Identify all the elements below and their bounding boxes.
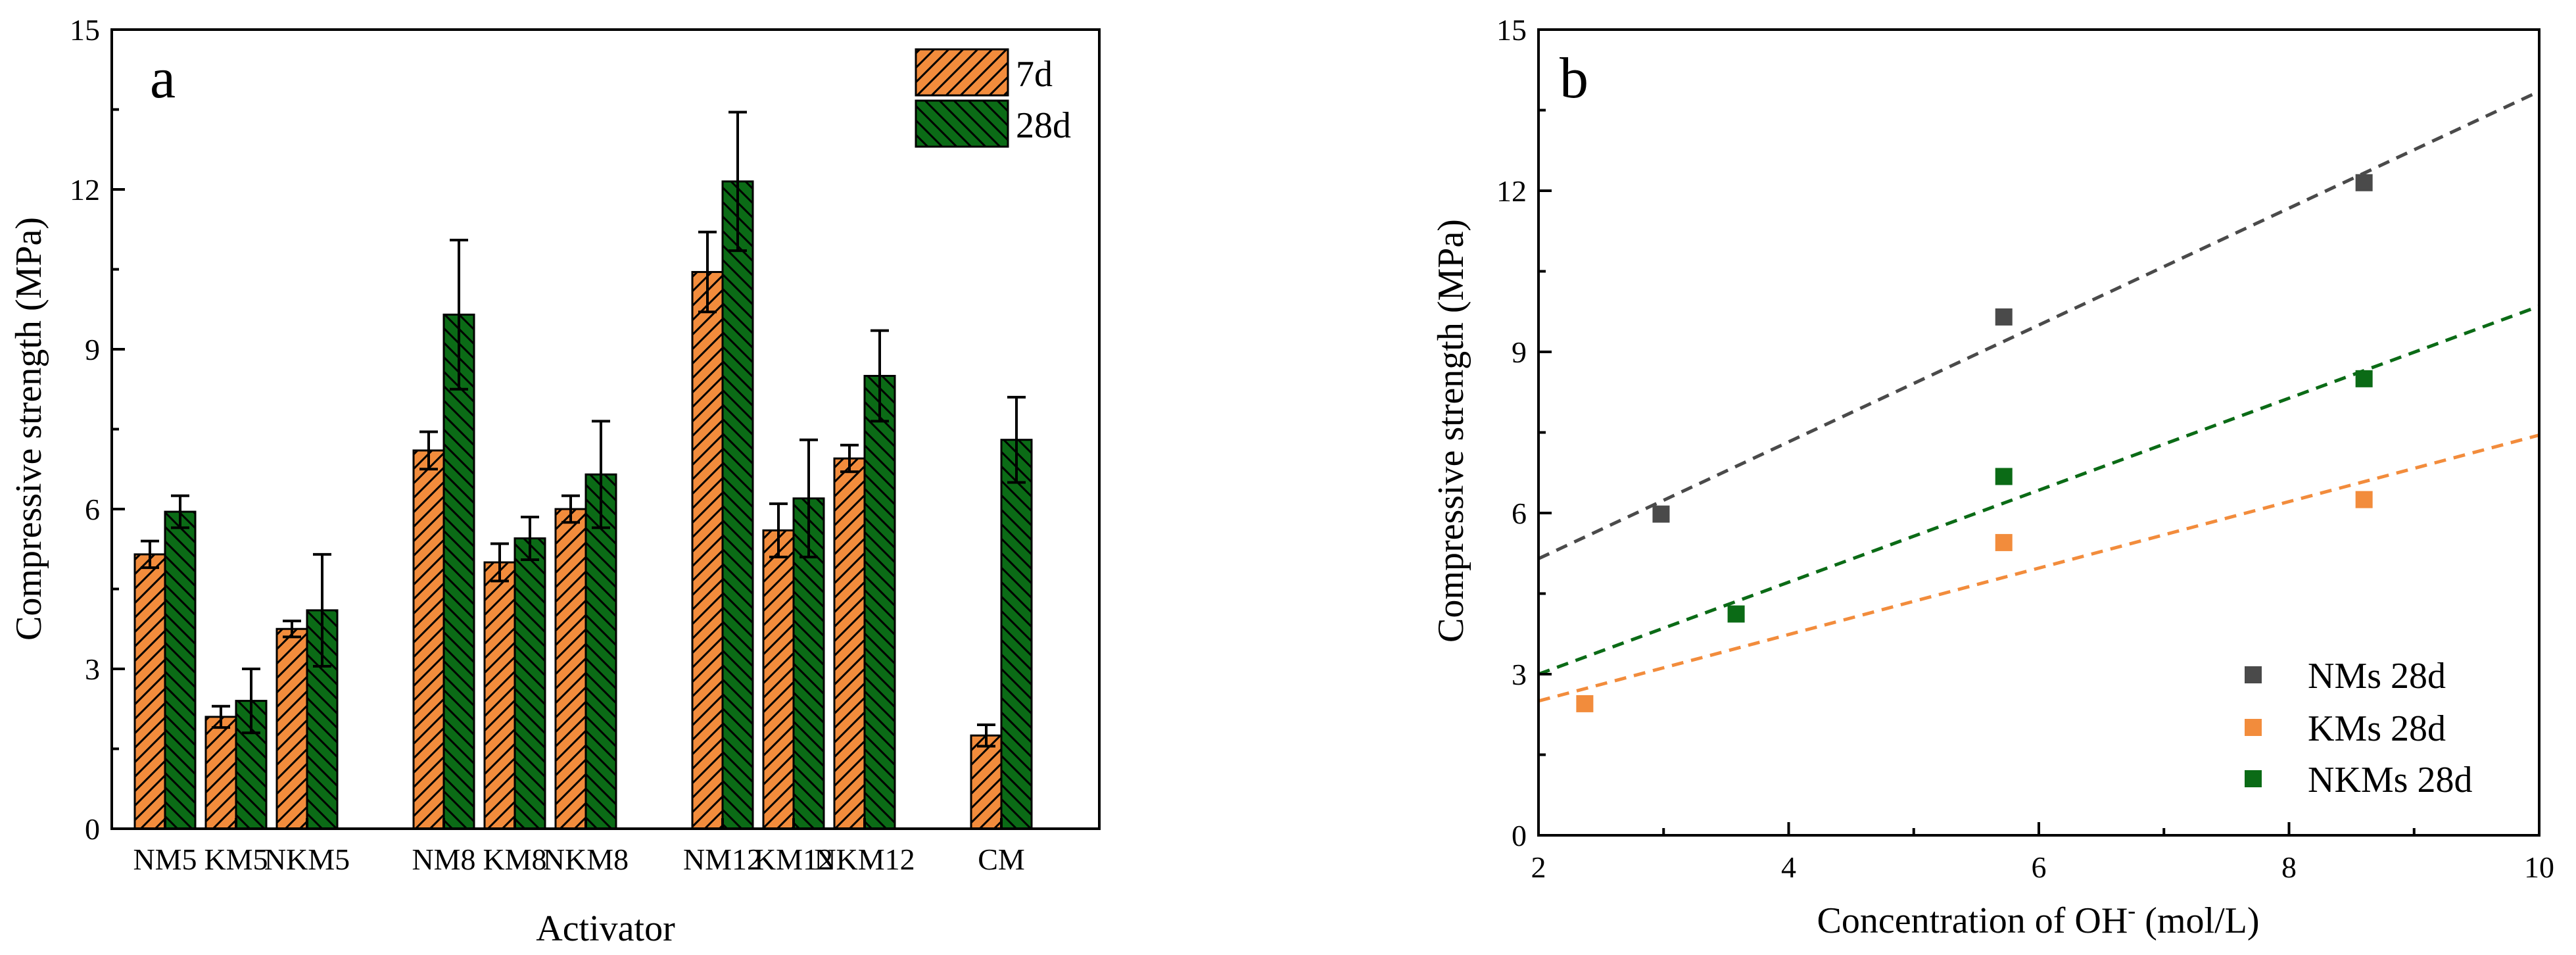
legend-b: NMs 28d KMs 28d NKMs 28d <box>2245 656 2472 800</box>
x-axis-label-b-unit: (mol/L) <box>2135 900 2259 941</box>
x-tick-label-NKM8: NKM8 <box>543 843 629 876</box>
y-axis-label-a: Compressive strength (MPa) <box>9 217 49 641</box>
plot-frame-a <box>110 28 1101 830</box>
bar-hatch-28d <box>165 512 195 829</box>
bar-hatch-28d <box>723 181 753 829</box>
y-tick-label-a: 15 <box>70 13 100 47</box>
x-tick-label-NKM5: NKM5 <box>264 843 350 876</box>
y-tick-label-b: 0 <box>1512 819 1527 852</box>
bar-hatch-7d <box>834 458 865 829</box>
x-tick-label-NM12: NM12 <box>683 843 762 876</box>
bar-hatch-28d <box>586 474 616 829</box>
data-point-KMs 28d <box>1576 695 1594 712</box>
trendline-NKMs 28d <box>1538 305 2540 676</box>
y-tick-label-a: 0 <box>85 812 100 846</box>
x-tick-label-b: 6 <box>2032 850 2047 884</box>
bar-hatch-28d <box>865 376 895 829</box>
y-tick-label-a: 3 <box>85 652 100 686</box>
bar-hatch-7d <box>971 735 1001 829</box>
trendline-NMs 28d <box>1537 89 2540 560</box>
legend-label-28d: 28d <box>1016 105 1071 146</box>
bar-hatch-7d <box>277 629 307 829</box>
x-tick-label-CM: CM <box>978 843 1025 876</box>
bar-series-group <box>133 110 1033 830</box>
bar-hatch-28d <box>1001 439 1032 829</box>
bar-hatch-7d <box>414 450 444 829</box>
x-axis-label-a: Activator <box>536 908 675 949</box>
x-tick-label-b: 8 <box>2281 850 2297 884</box>
data-point-NKMs 28d <box>1727 605 1745 623</box>
data-point-NMs 28d <box>1995 308 2013 326</box>
legend-label-NMs 28d: NMs 28d <box>2308 656 2446 697</box>
y-tick-label-b: 12 <box>1496 174 1527 208</box>
x-tick-label-b: 10 <box>2524 850 2554 884</box>
bar-hatch-7d <box>135 554 165 829</box>
x-tick-label-b: 2 <box>1531 850 1546 884</box>
bar-hatch-7d <box>485 562 515 829</box>
panel-label-b: b <box>1560 47 1588 110</box>
y-tick-label-b: 15 <box>1496 13 1527 47</box>
legend-label-7d: 7d <box>1016 54 1053 95</box>
y-tick-label-a: 6 <box>85 493 100 526</box>
y-tick-label-a: 9 <box>85 333 100 366</box>
legend-label-KMs 28d: KMs 28d <box>2308 708 2446 749</box>
legend-marker-NKMs 28d <box>2245 770 2262 787</box>
bar-hatch-28d <box>444 314 474 829</box>
x-tick-label-KM8: KM8 <box>483 843 546 876</box>
data-point-KMs 28d <box>2355 491 2373 508</box>
trendline-group <box>1537 89 2540 703</box>
x-axis-label-b: Concentration of OH- (mol/L) <box>1817 897 2260 941</box>
data-point-KMs 28d <box>1995 533 2013 551</box>
panel-label-a: a <box>150 47 176 110</box>
data-point-NKMs 28d <box>1995 468 2013 485</box>
data-point-NKMs 28d <box>2355 370 2373 387</box>
x-tick-label-NKM12: NKM12 <box>814 843 915 876</box>
panel-b: 0 3 6 9 12 15 2 4 6 8 10 b Concentration of OH- (m… <box>1431 13 2554 941</box>
legend-swatch-7d-hatch <box>916 49 1008 95</box>
legend-marker-NMs 28d <box>2245 666 2262 683</box>
bar-hatch-7d <box>206 716 236 829</box>
x-axis-label-b-main: Concentration of OH <box>1817 900 2128 941</box>
legend-label-NKMs 28d: NKMs 28d <box>2308 760 2472 800</box>
trendline-KMs 28d <box>1538 433 2540 703</box>
x-tick-label-NM5: NM5 <box>133 843 197 876</box>
x-tick-label-KM12: KM12 <box>754 843 833 876</box>
plot-frame-b <box>1537 28 2540 837</box>
x-tick-label-b: 4 <box>1781 850 1796 884</box>
bar-hatch-28d <box>515 538 545 829</box>
data-point-NMs 28d <box>2355 174 2373 191</box>
y-tick-label-b: 9 <box>1512 335 1527 369</box>
scatter-point-group <box>1576 174 2373 712</box>
bar-hatch-7d <box>692 272 723 829</box>
bar-hatch-7d <box>556 509 586 829</box>
y-tick-label-b: 6 <box>1512 497 1527 530</box>
x-axis-label-b-sup: - <box>2128 897 2135 923</box>
y-axis-label-b: Compressive strength (MPa) <box>1431 219 1471 643</box>
legend-swatch-28d-hatch <box>916 101 1008 147</box>
data-point-NMs 28d <box>1652 505 1670 523</box>
bar-hatch-7d <box>763 530 794 829</box>
x-tick-label-KM5: KM5 <box>204 843 268 876</box>
y-tick-label-a: 12 <box>70 173 100 207</box>
y-tick-label-b: 3 <box>1512 658 1527 691</box>
legend-marker-KMs 28d <box>2245 719 2262 736</box>
x-tick-label-NM8: NM8 <box>412 843 475 876</box>
legend-a: 7d 28d <box>915 48 1071 148</box>
